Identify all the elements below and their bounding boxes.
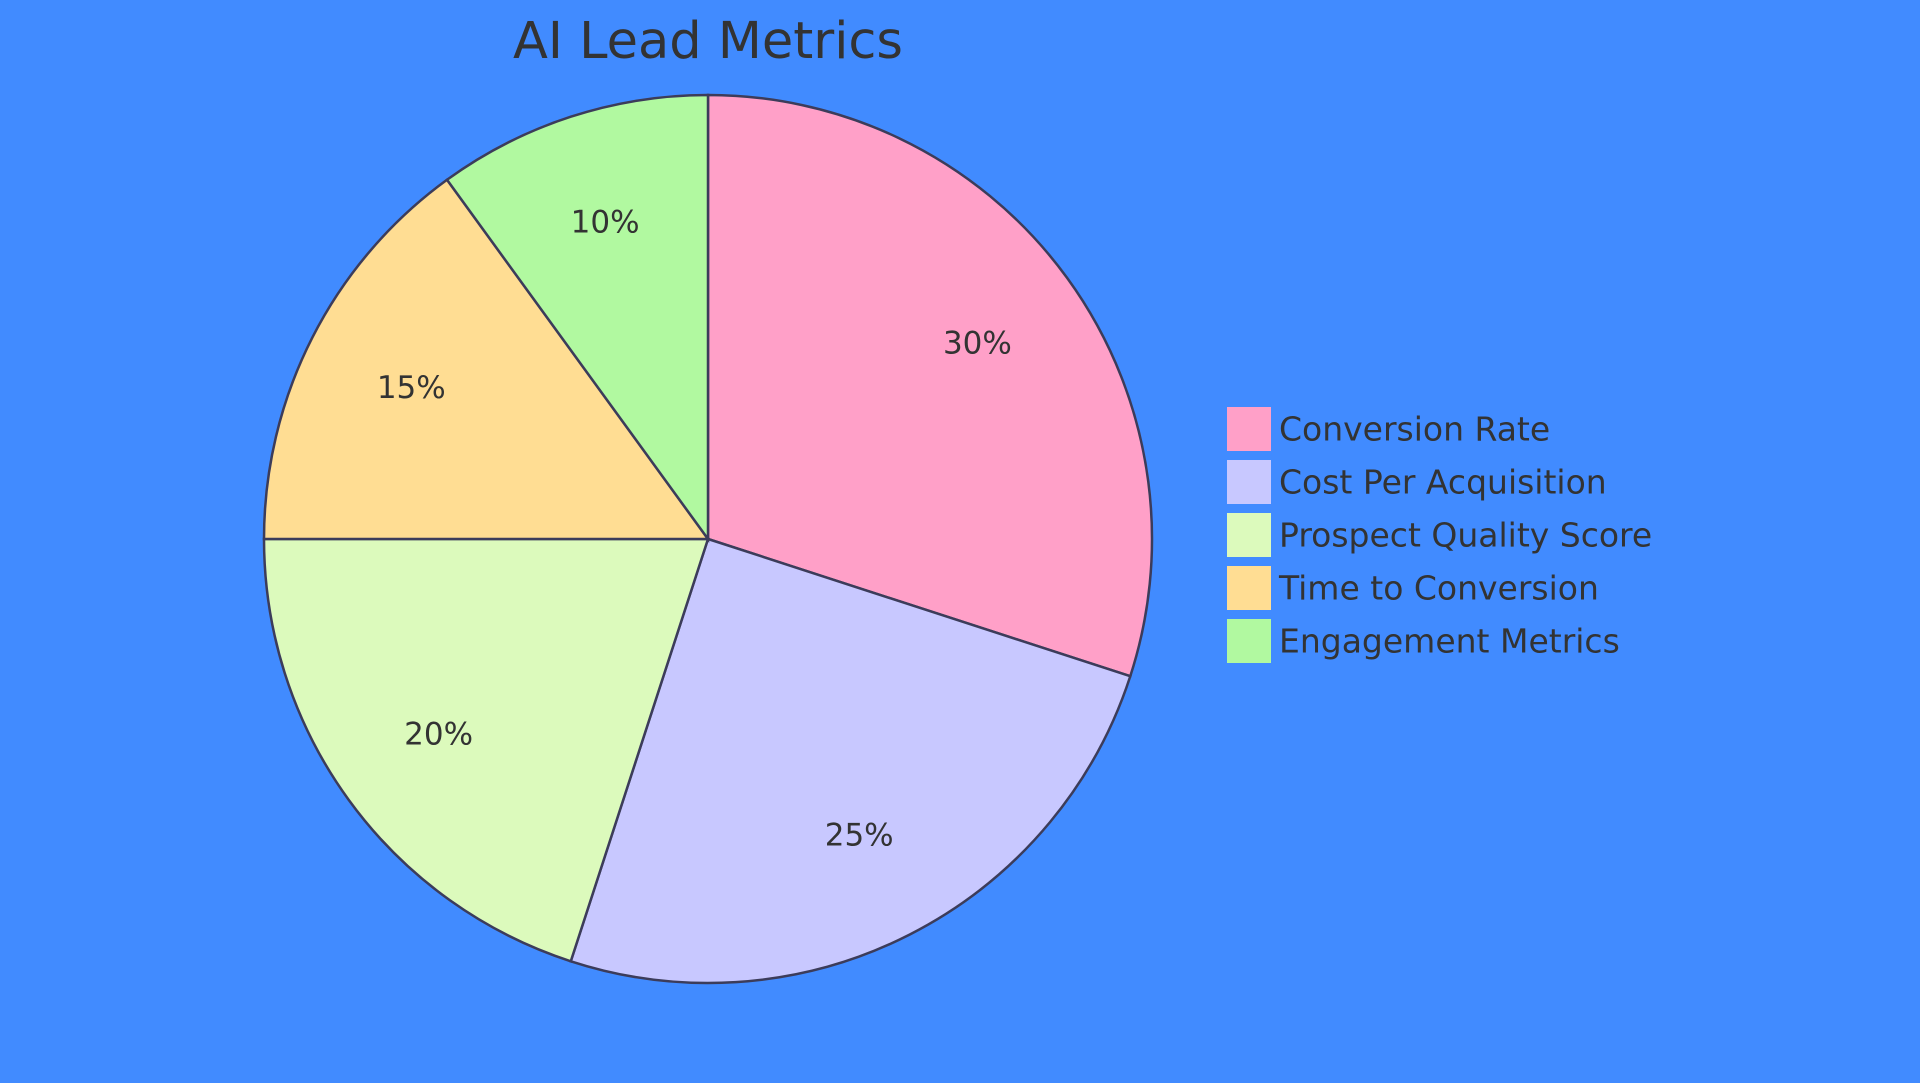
- slice-percent-label-time-to-conversion: 15%: [377, 370, 446, 406]
- legend-label-conversion-rate: Conversion Rate: [1279, 410, 1550, 449]
- slice-percent-label-engagement-metrics: 10%: [571, 204, 640, 240]
- legend-label-cost-per-acquisition: Cost Per Acquisition: [1279, 463, 1607, 502]
- pie-slices: [262, 93, 1154, 985]
- pie-slice-labels: 30% 25% 20% 15% 10%: [377, 204, 1012, 853]
- slice-percent-label-cost-per-acquisition: 25%: [825, 818, 894, 854]
- slice-percent-label-prospect-quality-score: 20%: [404, 717, 473, 753]
- legend-swatch-conversion-rate: [1227, 407, 1271, 451]
- chart-title: AI Lead Metrics: [513, 12, 903, 71]
- legend-label-engagement-metrics: Engagement Metrics: [1279, 622, 1620, 661]
- pie-slice-time-to-conversion: [262, 178, 711, 541]
- legend-label-time-to-conversion: Time to Conversion: [1278, 569, 1599, 608]
- pie-slice-engagement-metrics: [445, 93, 710, 543]
- slice-percent-label-conversion-rate: 30%: [943, 325, 1012, 361]
- legend-swatch-prospect-quality-score: [1227, 513, 1271, 557]
- pie-slice-conversion-rate: [706, 93, 1154, 678]
- legend-label-prospect-quality-score: Prospect Quality Score: [1279, 516, 1652, 555]
- legend-swatch-cost-per-acquisition: [1227, 460, 1271, 504]
- pie-slice-prospect-quality-score: [262, 537, 710, 963]
- pie-slice-cost-per-acquisition: [569, 537, 1132, 985]
- chart-legend: Conversion Rate Cost Per Acquisition Prosp…: [1227, 407, 1652, 663]
- legend-swatch-engagement-metrics: [1227, 619, 1271, 663]
- legend-swatch-time-to-conversion: [1227, 566, 1271, 610]
